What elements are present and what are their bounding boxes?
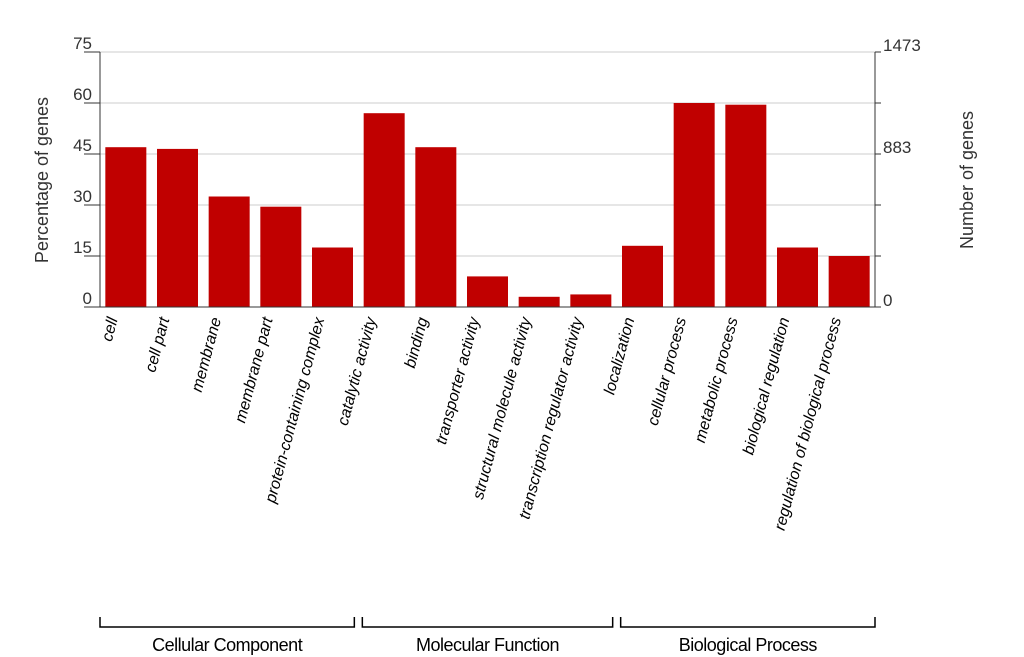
group-brackets: Cellular Component Molecular Function Biol… — [99, 617, 876, 655]
x-tick-label: transporter activity — [433, 315, 484, 447]
x-tick-label: biological regulation — [740, 316, 793, 457]
x-tick-label: structural molecule activity — [470, 315, 535, 502]
bar — [828, 256, 870, 307]
bar — [518, 296, 560, 307]
bar — [570, 294, 612, 307]
x-tick-label: cell part — [142, 315, 173, 374]
group-label: Biological Process — [679, 635, 818, 655]
group-label: Cellular Component — [152, 635, 303, 655]
bar — [260, 206, 302, 307]
x-tick-label: metabolic process — [692, 316, 742, 445]
bars — [105, 103, 870, 307]
bar — [208, 196, 250, 307]
y-axis-title-left: Percentage of genes — [32, 97, 52, 263]
bar — [622, 245, 663, 307]
y-tick-label-left: 15 — [73, 238, 92, 257]
y-tick-label-right: 1473 — [883, 36, 921, 55]
group-bracket — [619, 617, 876, 628]
bar — [673, 103, 715, 307]
y-tick-label-left: 30 — [73, 187, 92, 206]
bar — [157, 148, 198, 307]
x-tick-label: cell — [99, 315, 122, 343]
bar — [363, 113, 405, 307]
group-bracket — [99, 617, 356, 628]
x-tick-label: cellular process — [645, 316, 690, 428]
bar — [725, 104, 767, 307]
x-tick-label: binding — [402, 316, 432, 370]
y-tick-label-left: 60 — [73, 85, 92, 104]
y-axis-title-right: Number of genes — [957, 111, 977, 249]
y-tick-label-left: 0 — [83, 289, 92, 308]
group-bracket — [361, 617, 614, 628]
bar — [105, 147, 147, 307]
y-tick-label-left: 75 — [73, 34, 92, 53]
y-tick-label-left: 45 — [73, 136, 92, 155]
bar — [467, 276, 508, 307]
axes: 0 15 30 45 60 75 0 883 1473 — [73, 34, 921, 310]
x-tick-label: localization — [601, 316, 638, 397]
x-tick-label: catalytic activity — [335, 315, 380, 428]
bar — [312, 247, 353, 307]
bar — [415, 147, 457, 307]
y-tick-label-right: 883 — [883, 138, 911, 157]
group-label: Molecular Function — [416, 635, 559, 655]
bar — [777, 247, 818, 307]
category-labels: cell cell part membrane membrane partprotei… — [99, 315, 845, 533]
y-tick-label-right: 0 — [883, 291, 892, 310]
x-tick-label: membrane — [189, 316, 225, 394]
x-tick-label: protein-containing complex — [262, 315, 328, 506]
x-tick-label: membrane part — [232, 315, 277, 425]
